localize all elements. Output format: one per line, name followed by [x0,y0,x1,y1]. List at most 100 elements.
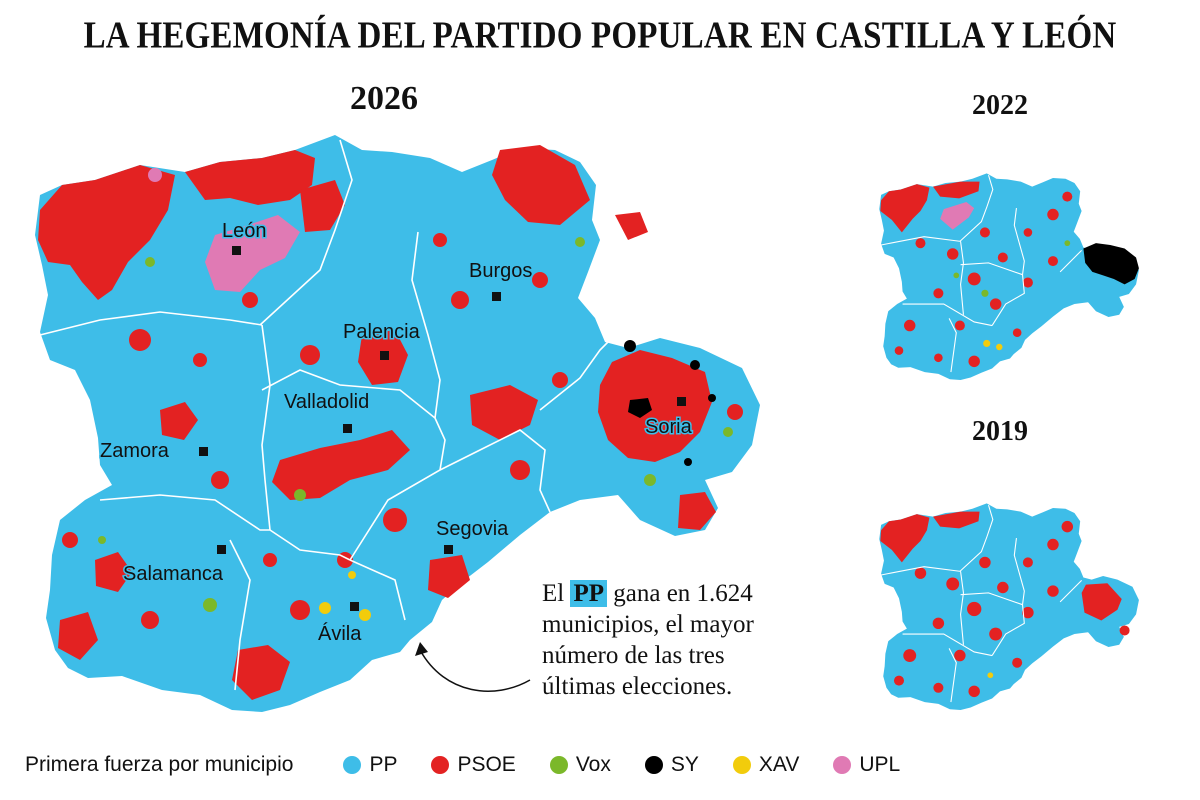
legend-item-psoe: PSOE [431,753,516,777]
vox-spot [98,536,106,544]
vox-spot [575,237,585,247]
map-2019 [879,503,1139,710]
psoe-spot [451,291,469,309]
burgos-center-psoe [470,385,538,440]
leon-north-psoe [185,150,315,205]
segovia-psoe [428,555,470,598]
upl-spot [148,168,162,182]
cantabria-edge-psoe [615,212,648,240]
zamora-psoe [160,402,198,440]
vox-spot [723,427,733,437]
main-map: León Burgos Palencia Valladolid Soria Za… [35,135,760,712]
city-label-avila: Ávila [318,622,362,645]
annotation-party-badge: PP [570,580,608,607]
legend-label-vox: Vox [575,753,611,776]
psoe-spot [129,329,151,351]
psoe-areas [38,145,743,700]
legend-item-upl: UPL [833,753,900,777]
legend-dot-pp [343,756,362,774]
city-label-soria: Soria [645,416,693,438]
legend-dot-sy [644,756,663,774]
legend-item-pp: PP [343,753,397,777]
vox-spot [203,598,217,612]
psoe-spot [532,272,548,288]
legend-label-psoe: PSOE [457,753,516,776]
province-borders [39,139,609,691]
upl-areas-2022 [940,201,975,230]
vox-spot [294,489,306,501]
sy-spot [690,360,700,370]
city-label-leon: León [222,220,267,242]
province-borders-2019 [880,504,1083,703]
vox-areas [98,237,733,612]
psoe-spot [193,353,207,367]
sy-spot [624,340,636,352]
legend-label-upl: UPL [859,753,901,776]
province-borders-2022 [880,174,1083,373]
psoe-spot [510,460,530,480]
xav-areas [319,571,371,621]
annotation-suffix: gana en 1.624 municipios, el mayor númer… [542,580,754,700]
soria-south-psoe [678,492,716,530]
soria-psoe [598,350,712,462]
upl-areas [148,168,300,292]
page-title: LA HEGEMONÍA DEL PARTIDO POPULAR EN CAST… [83,15,1117,57]
city-markers [199,246,686,611]
xav-spot [359,609,371,621]
burgos-north-psoe [492,145,590,225]
psoe-spot [263,553,277,567]
legend-item-xav: XAV [732,753,800,777]
psoe-spot [290,600,310,620]
legend: Primera fuerza por municipio PP PSOE Vox… [25,748,934,782]
year-main: 2026 [350,80,418,117]
city-label-zamora: Zamora [100,440,170,462]
legend-dot-xav [732,756,751,774]
xav-areas-2022 [983,339,1003,351]
salamanca-psoe [95,552,132,592]
city-label-valladolid: Valladolid [284,391,369,413]
annotation-arrow [419,649,531,692]
annotation-arrowhead [415,642,428,656]
salamanca-south-psoe [58,612,98,660]
map-2022 [879,173,1139,380]
legend-label-xav: XAV [758,753,800,776]
vox-spot [644,474,656,486]
psoe-spot [300,345,320,365]
annotation-prefix: El [542,580,565,607]
legend-label-pp: PP [369,753,398,776]
psoe-spot [552,372,568,388]
legend-dot-upl [833,756,852,774]
psoe-spot [62,532,78,548]
psoe-spot [211,471,229,489]
valladolid-psoe [272,430,410,500]
legend-dot-vox [549,756,568,774]
city-label-salamanca: Salamanca [123,563,224,585]
sy-areas-2022 [1083,243,1139,285]
soria-sy [628,398,652,418]
xav-areas-2019 [987,672,994,679]
legend-item-sy: SY [644,753,699,777]
sy-spot [708,394,716,402]
psoe-spot [141,611,159,629]
city-label-segovia: Segovia [436,518,509,540]
psoe-spot [727,404,743,420]
legend-dot-psoe [431,756,450,774]
xav-spot [319,602,331,614]
legend-label-sy: SY [670,753,699,776]
city-label-burgos: Burgos [469,260,532,282]
vox-spot [145,257,155,267]
sy-areas [624,340,716,466]
leon-upl [205,215,300,292]
psoe-spot [383,508,407,532]
legend-title: Primera fuerza por municipio [25,753,294,776]
psoe-areas-2019 [880,511,1130,698]
year-2019: 2019 [972,416,1028,447]
psoe-spot [433,233,447,247]
psoe-areas-2022 [880,181,1073,368]
leon-east-psoe [300,180,345,232]
leon-northwest-psoe [38,165,175,300]
city-label-palencia: Palencia [343,321,421,343]
xav-spot [348,571,356,579]
vox-areas-2022 [953,240,1071,297]
sy-spot [684,458,692,466]
